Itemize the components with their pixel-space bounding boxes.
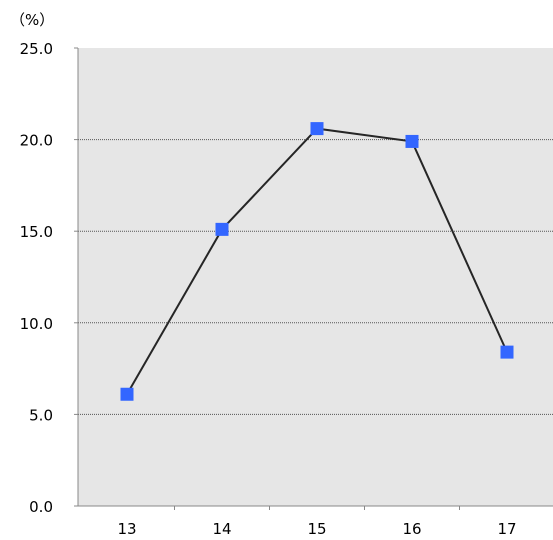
data-point-marker bbox=[310, 122, 324, 136]
x-tick-label: 13 bbox=[117, 520, 136, 538]
y-tick-label: 15.0 bbox=[20, 223, 53, 241]
data-point-marker bbox=[500, 345, 514, 359]
data-point-marker bbox=[120, 387, 134, 401]
y-tick-label: 5.0 bbox=[29, 406, 53, 424]
plot-area bbox=[78, 48, 553, 506]
x-tick-label: 14 bbox=[212, 520, 231, 538]
y-tick-label: 25.0 bbox=[20, 40, 53, 58]
x-tick-label: 17 bbox=[497, 520, 516, 538]
y-axis-unit-label: （%） bbox=[10, 11, 55, 29]
y-tick-label: 0.0 bbox=[29, 498, 53, 516]
y-tick-labels: 0.0 5.0 10.0 15.0 20.0 25.0 bbox=[20, 40, 78, 516]
series-markers bbox=[120, 122, 514, 401]
x-tick-label: 15 bbox=[307, 520, 326, 538]
data-point-marker bbox=[405, 134, 419, 148]
y-tick-label: 10.0 bbox=[20, 315, 53, 333]
x-tick-labels: 13 14 15 16 17 bbox=[117, 506, 517, 538]
x-tick-label: 16 bbox=[402, 520, 421, 538]
data-point-marker bbox=[215, 222, 229, 236]
y-tick-label: 20.0 bbox=[20, 132, 53, 150]
